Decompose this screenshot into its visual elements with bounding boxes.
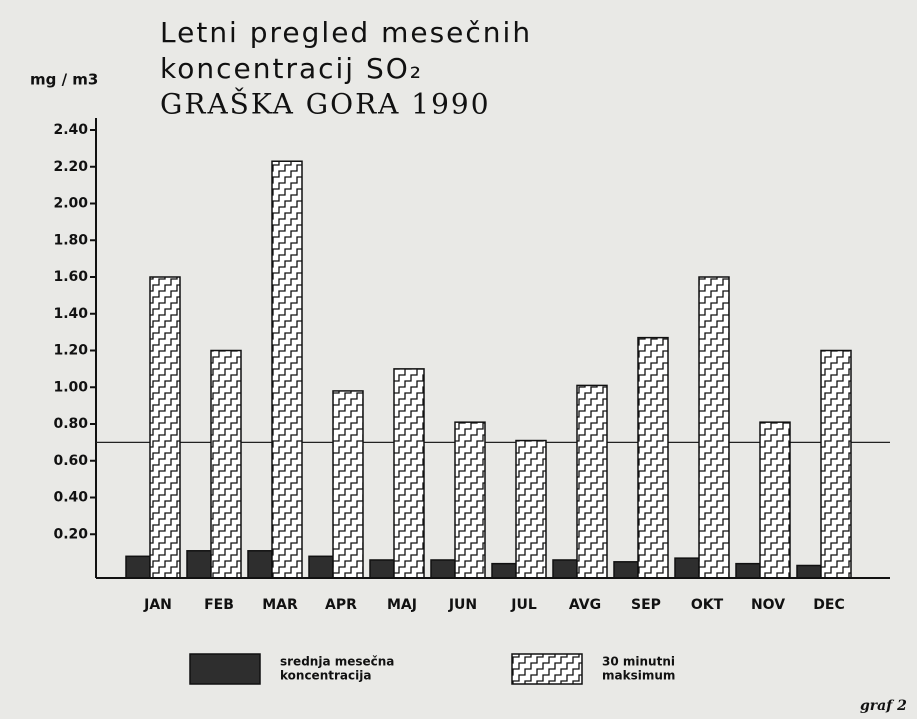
x-tick-label: JAN (143, 597, 172, 613)
x-tick-label: NOV (751, 597, 785, 613)
y-tick-label: 0.40 (53, 490, 88, 506)
y-tick-label: 1.60 (53, 269, 88, 285)
y-tick-label: 0.20 (53, 526, 88, 542)
x-tick-label: AVG (569, 597, 601, 613)
y-tick-label: 2.40 (53, 122, 88, 138)
bar (735, 562, 761, 579)
bar (125, 555, 151, 579)
x-tick-label: FEB (204, 597, 234, 613)
y-tick-label: 2.00 (53, 196, 88, 212)
caption: graf 2 (860, 698, 907, 714)
chart-title: GRAŠKA GORA 1990 (160, 87, 491, 121)
bar (820, 349, 852, 579)
bar (613, 561, 639, 579)
bar (576, 384, 608, 579)
x-tick-label: MAJ (387, 597, 417, 613)
y-tick-label: 1.80 (53, 232, 88, 248)
legend-swatch (511, 653, 583, 685)
bar (759, 421, 791, 579)
x-tick-label: SEP (631, 597, 661, 613)
y-tick-label: 0.80 (53, 416, 88, 432)
chart-title: Letni pregled mesečnih (160, 16, 532, 49)
bar (637, 336, 669, 579)
legend-label: maksimum (602, 669, 675, 683)
bar (515, 439, 547, 579)
bar (430, 559, 456, 579)
bar (796, 564, 822, 579)
y-tick-label: 1.40 (53, 306, 88, 322)
y-tick-label: 1.20 (53, 343, 88, 359)
x-tick-label: JUL (510, 597, 537, 613)
bar (149, 276, 181, 579)
x-tick-label: OKT (691, 597, 724, 613)
x-tick-label: APR (325, 597, 357, 613)
bar (491, 562, 517, 579)
bar (308, 555, 334, 579)
legend-swatch (189, 653, 261, 685)
bar (210, 349, 242, 579)
bar (247, 550, 273, 579)
y-tick-label: 2.20 (53, 159, 88, 175)
y-tick-label: 0.60 (53, 453, 88, 469)
bar (271, 160, 303, 579)
bar (332, 390, 364, 579)
bar (369, 559, 395, 579)
y-tick-label: 1.00 (53, 379, 88, 395)
bar (186, 550, 212, 579)
y-axis-label: mg / m3 (30, 71, 98, 89)
bar (393, 368, 425, 579)
x-tick-label: MAR (262, 597, 298, 613)
legend-label: srednja mesečna (280, 655, 394, 669)
bar (674, 557, 700, 579)
chart-title: koncentracij SO₂ (160, 52, 423, 85)
bar (454, 421, 486, 579)
legend-label: 30 minutni (602, 655, 675, 669)
bar (698, 276, 730, 579)
x-tick-label: DEC (813, 597, 844, 613)
x-tick-label: JUN (448, 597, 477, 613)
legend-label: koncentracija (280, 669, 371, 683)
bar (552, 559, 578, 579)
